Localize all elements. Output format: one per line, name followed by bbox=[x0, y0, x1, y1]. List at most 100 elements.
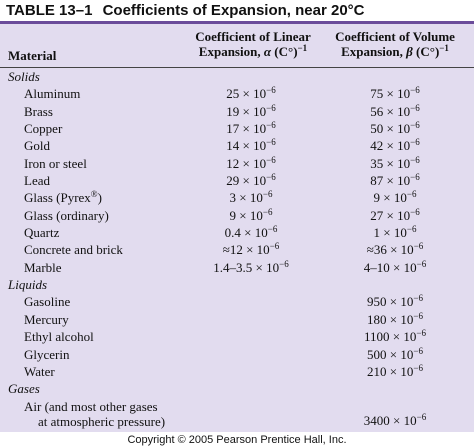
material-name: Water bbox=[24, 364, 55, 380]
material-name: Glass (ordinary) bbox=[24, 208, 109, 224]
material-name: Ethyl alcohol bbox=[24, 329, 94, 345]
section-heading: Liquids bbox=[8, 277, 48, 293]
volume-coefficient: 210 × 10−6 bbox=[320, 362, 470, 380]
volume-value: 950 × 10 bbox=[367, 294, 414, 310]
material-text: Quartz bbox=[24, 225, 60, 241]
table-row: Water 210 × 10−6 bbox=[0, 363, 474, 380]
header-linear-line2: Expansion, α (C°)−1 bbox=[178, 43, 328, 60]
volume-coefficient: 3400 × 10−6 bbox=[320, 412, 470, 429]
linear-value: 0.4 × 10 bbox=[224, 225, 268, 241]
table-row: Quartz 0.4 × 10−6 1 × 10−6 bbox=[0, 224, 474, 241]
section-heading-row: Solids bbox=[0, 68, 474, 85]
linear-exponent: −6 bbox=[269, 241, 280, 252]
header-volume-expansion: Coefficient of Volume Expansion, β (C°)−… bbox=[320, 29, 470, 59]
volume-exponent: −6 bbox=[413, 293, 423, 304]
material-text: Brass bbox=[24, 103, 53, 119]
linear-exponent: −6 bbox=[267, 224, 278, 235]
material-text: Aluminum bbox=[24, 86, 81, 102]
linear-exponent: −6 bbox=[266, 102, 276, 113]
volume-coefficient: 87 × 10−6 bbox=[320, 173, 470, 189]
volume-coefficient: 500 × 10−6 bbox=[320, 345, 470, 363]
linear-value: 3 × 10 bbox=[229, 190, 263, 206]
material-text-line2: at atmospheric pressure) bbox=[38, 413, 166, 429]
volume-exponent: −6 bbox=[406, 224, 417, 235]
volume-coefficient: 42 × 10−6 bbox=[320, 138, 470, 154]
linear-exponent: −6 bbox=[266, 137, 276, 148]
table-header: Material Coefficient of Linear Expansion… bbox=[0, 24, 474, 68]
volume-exponent: −6 bbox=[416, 328, 426, 339]
section-heading-row: Liquids bbox=[0, 276, 474, 293]
volume-exponent: −6 bbox=[413, 345, 423, 356]
alpha-symbol: α bbox=[263, 44, 272, 59]
volume-coefficient: 50 × 10−6 bbox=[320, 121, 470, 137]
table-row: Copper 17 × 10−6 50 × 10−6 bbox=[0, 120, 474, 137]
material-name: Iron or steel bbox=[24, 156, 87, 172]
table-row: Ethyl alcohol 1100 × 10−6 bbox=[0, 328, 474, 345]
volume-coefficient: 180 × 10−6 bbox=[320, 310, 470, 328]
volume-value: 4–10 × 10 bbox=[363, 259, 417, 275]
table-row: Gold 14 × 10−6 42 × 10−6 bbox=[0, 137, 474, 154]
material-text: Marble bbox=[24, 259, 62, 275]
header-linear-line1: Coefficient of Linear bbox=[195, 29, 311, 44]
linear-value: 12 × 10 bbox=[226, 155, 267, 171]
linear-value: 19 × 10 bbox=[226, 103, 267, 119]
header-linear-prefix: Expansion, bbox=[198, 44, 264, 59]
linear-exponent: −6 bbox=[262, 206, 273, 217]
volume-value: 1 × 10 bbox=[373, 225, 407, 241]
volume-value: 1100 × 10 bbox=[364, 329, 417, 345]
material-text: Water bbox=[24, 363, 55, 379]
linear-coefficient: ≈12 × 10−6 bbox=[176, 242, 326, 258]
material-name: Air (and most other gases at atmospheric … bbox=[24, 399, 165, 429]
header-volume-exponent: −1 bbox=[439, 43, 449, 53]
material-name: Glycerin bbox=[24, 347, 69, 363]
header-linear-exponent: −1 bbox=[297, 43, 308, 53]
table-row: Mercury 180 × 10−6 bbox=[0, 311, 474, 328]
material-text: Glass (ordinary) bbox=[24, 207, 109, 223]
material-name: Gold bbox=[24, 138, 50, 154]
material-text: Ethyl alcohol bbox=[24, 329, 94, 345]
linear-exponent: −6 bbox=[266, 120, 276, 131]
header-volume-line1: Coefficient of Volume bbox=[335, 29, 455, 44]
volume-exponent: −6 bbox=[413, 362, 423, 373]
section-heading-row: Gases bbox=[0, 380, 474, 397]
table-row: Gasoline 950 × 10−6 bbox=[0, 293, 474, 310]
linear-value: 17 × 10 bbox=[226, 121, 267, 137]
volume-exponent: −6 bbox=[410, 120, 420, 131]
material-text: Mercury bbox=[24, 311, 69, 327]
material-text: Concrete and brick bbox=[24, 242, 123, 258]
linear-coefficient: 25 × 10−6 bbox=[176, 86, 326, 102]
linear-coefficient: 1.4–3.5 × 10−6 bbox=[176, 258, 326, 276]
linear-exponent: −6 bbox=[279, 258, 289, 269]
material-name: Copper bbox=[24, 121, 62, 137]
table-row: Lead 29 × 10−6 87 × 10−6 bbox=[0, 172, 474, 189]
material-text: Gasoline bbox=[24, 294, 71, 310]
volume-coefficient: 56 × 10−6 bbox=[320, 102, 470, 120]
material-name: Mercury bbox=[24, 312, 69, 328]
linear-value: 25 × 10 bbox=[226, 86, 267, 102]
linear-coefficient: 0.4 × 10−6 bbox=[176, 225, 326, 241]
material-name: Concrete and brick bbox=[24, 242, 123, 258]
volume-value: ≈36 × 10 bbox=[366, 242, 414, 258]
volume-exponent: −6 bbox=[410, 137, 420, 148]
table-row: Concrete and brick ≈12 × 10−6 ≈36 × 10−6 bbox=[0, 241, 474, 258]
material-text: Copper bbox=[24, 121, 63, 137]
volume-value: 27 × 10 bbox=[370, 207, 411, 223]
material-name: Quartz bbox=[24, 225, 59, 241]
material-text: Iron or steel bbox=[24, 155, 87, 171]
linear-coefficient: 3 × 10−6 bbox=[176, 190, 326, 206]
linear-value: 1.4–3.5 × 10 bbox=[213, 259, 280, 275]
volume-exponent: −6 bbox=[410, 154, 420, 165]
material-name: Brass bbox=[24, 104, 53, 120]
volume-coefficient: ≈36 × 10−6 bbox=[320, 242, 470, 258]
registered-mark: ® bbox=[90, 189, 98, 200]
volume-exponent: −6 bbox=[410, 172, 420, 183]
table-row: Aluminum 25 × 10−6 75 × 10−6 bbox=[0, 85, 474, 102]
volume-exponent: −6 bbox=[410, 102, 420, 113]
volume-value: 56 × 10 bbox=[370, 103, 411, 119]
volume-value: 35 × 10 bbox=[370, 155, 411, 171]
header-volume-unit: (C°) bbox=[412, 44, 440, 59]
header-volume-prefix: Expansion, bbox=[341, 44, 407, 59]
volume-exponent: −6 bbox=[413, 310, 423, 321]
volume-exponent: −6 bbox=[410, 85, 420, 96]
